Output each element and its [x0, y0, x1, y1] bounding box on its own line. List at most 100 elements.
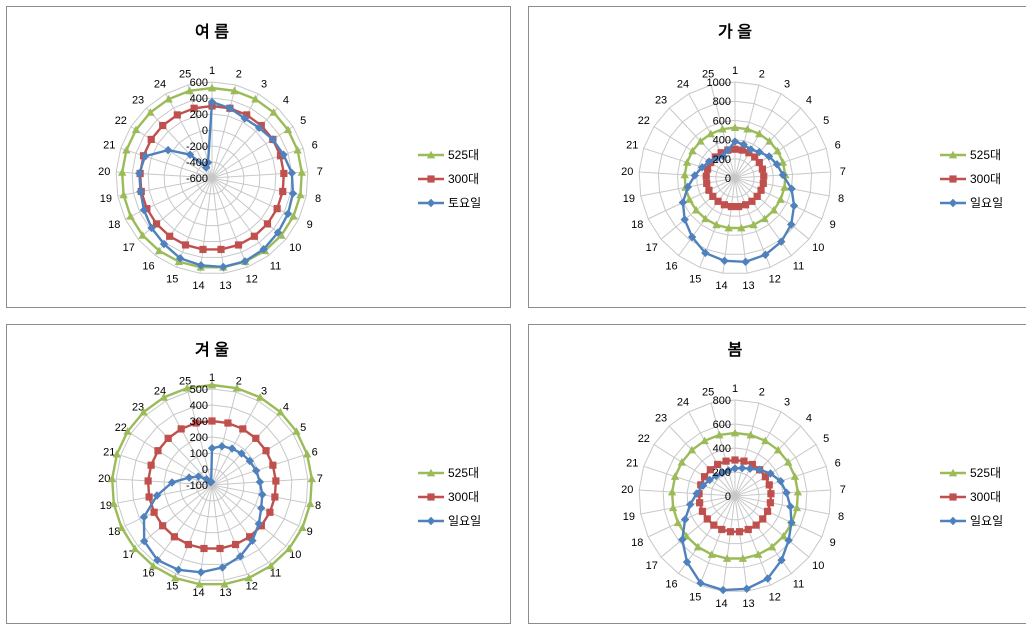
category-label: 14 — [715, 280, 727, 292]
data-point — [714, 460, 722, 469]
grid-spoke — [660, 177, 736, 240]
grid-spoke — [647, 495, 736, 538]
data-point — [726, 528, 735, 536]
data-point — [670, 472, 680, 480]
grid-spoke — [722, 495, 736, 592]
category-label: 12 — [246, 273, 258, 285]
category-label: 4 — [283, 94, 289, 106]
category-label: 18 — [108, 219, 120, 231]
data-point — [793, 487, 803, 496]
data-point — [135, 169, 144, 178]
data-point — [117, 168, 127, 176]
tick-label: 800 — [713, 395, 731, 407]
grid-ring — [686, 447, 784, 545]
category-label: 20 — [621, 484, 633, 496]
data-point — [196, 568, 206, 577]
data-point — [262, 447, 270, 455]
data-point — [751, 153, 759, 161]
grid-ring — [662, 423, 808, 568]
data-point — [779, 531, 788, 540]
grid-spoke — [668, 425, 736, 497]
data-point — [667, 487, 677, 496]
category-label: 25 — [179, 68, 191, 80]
legend-label: 300대 — [970, 172, 1001, 186]
data-point — [789, 201, 799, 210]
data-point — [207, 97, 217, 107]
grid-spoke — [130, 126, 213, 179]
data-point — [722, 457, 730, 465]
grid-spoke — [734, 444, 817, 497]
data-point — [703, 515, 711, 523]
grid-spoke — [734, 495, 748, 592]
data-point — [741, 257, 750, 267]
data-point — [718, 124, 727, 133]
legend-marker — [426, 150, 436, 159]
category-label: 2 — [236, 375, 242, 387]
radar-grid — [638, 81, 832, 274]
data-point — [255, 393, 265, 401]
data-point — [207, 380, 217, 389]
tick-label: 1000 — [707, 77, 731, 89]
grid-spoke — [734, 495, 771, 586]
data-point — [195, 580, 204, 588]
category-label: 24 — [154, 385, 166, 397]
category-label: 16 — [142, 567, 154, 579]
data-point — [755, 158, 763, 167]
category-label: 16 — [142, 260, 154, 272]
data-point — [152, 220, 161, 228]
data-point — [182, 383, 192, 392]
category-label: 25 — [179, 375, 191, 387]
category-label: 8 — [315, 500, 321, 512]
grid-spoke — [137, 484, 213, 547]
category-label: 23 — [132, 94, 144, 106]
data-point — [737, 463, 747, 473]
data-point — [272, 477, 280, 485]
tick-label: 400 — [713, 443, 731, 455]
tick-label: 500 — [190, 384, 208, 396]
data-point — [292, 427, 301, 435]
category-label: 14 — [192, 280, 204, 292]
data-point — [767, 542, 777, 551]
category-label: 17 — [646, 242, 658, 254]
tick-label: 600 — [713, 419, 731, 431]
data-point — [776, 195, 785, 203]
data-point — [691, 205, 701, 214]
data-point — [184, 540, 193, 549]
tick-label: -200 — [186, 141, 208, 153]
data-point — [257, 522, 265, 530]
tick-label: 400 — [190, 400, 208, 412]
category-label: 20 — [621, 166, 633, 178]
data-point — [693, 542, 703, 551]
data-point — [677, 458, 687, 466]
data-point — [718, 525, 726, 534]
series-2 — [135, 97, 298, 272]
legend-label: 일요일 — [970, 514, 1003, 528]
data-point — [147, 461, 155, 469]
grid-spoke — [639, 489, 736, 497]
data-point — [773, 146, 782, 155]
grid-spoke — [211, 107, 279, 179]
grid-spoke — [734, 425, 802, 497]
grid-spoke — [199, 484, 213, 581]
category-label: 5 — [300, 422, 306, 434]
data-point — [687, 445, 697, 454]
category-label: 13 — [219, 280, 231, 292]
category-label: 16 — [665, 260, 677, 272]
data-point — [735, 528, 744, 536]
data-point — [123, 427, 132, 435]
legend-marker — [426, 516, 436, 526]
data-point — [701, 214, 710, 223]
data-point — [705, 186, 713, 194]
data-point — [692, 489, 701, 498]
data-point — [200, 544, 208, 553]
category-label: 13 — [742, 598, 754, 610]
grid-ring — [179, 452, 245, 518]
chart-panel-spring: 봄 1 2 3 4 5 6 7 8 9 10 11 12 13 14 15 16 17 18 19 20 21 22 23 24… — [528, 324, 1026, 624]
data-point — [714, 197, 722, 205]
category-label: 24 — [677, 78, 689, 90]
data-point — [159, 522, 167, 530]
data-point — [170, 573, 180, 582]
data-point — [718, 585, 728, 595]
data-point — [715, 430, 724, 439]
category-label: 3 — [261, 385, 267, 397]
